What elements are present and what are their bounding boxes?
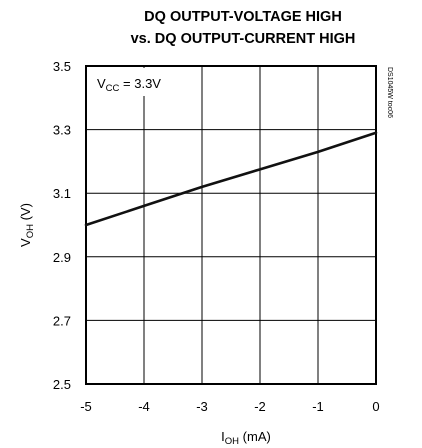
x-axis-label-unit: (mA) bbox=[239, 429, 271, 444]
series-line bbox=[84, 131, 378, 227]
vcc-annotation-main: V bbox=[97, 76, 106, 91]
y-tick-label: 2.7 bbox=[53, 313, 71, 328]
chart-title-line1: DQ OUTPUT-VOLTAGE HIGH bbox=[144, 9, 342, 25]
y-axis-label-sub: OH bbox=[25, 224, 36, 238]
x-tick-label: -4 bbox=[138, 399, 150, 414]
x-axis-label: IOH (mA) bbox=[221, 429, 271, 447]
figure-code: DS1045W toc06 bbox=[386, 67, 393, 118]
chart-title-line2: vs. DQ OUTPUT-CURRENT HIGH bbox=[131, 31, 356, 47]
tick-labels: -5 -4 -3 -2 -1 0 2.5 2.7 2.9 3.1 3.3 3.5 bbox=[53, 59, 380, 414]
y-tick-label: 2.5 bbox=[53, 377, 71, 392]
y-tick-label: 3.3 bbox=[53, 123, 71, 138]
y-axis-label: VOH (V) bbox=[18, 203, 36, 247]
grid bbox=[86, 66, 376, 384]
y-tick-label: 3.5 bbox=[53, 59, 71, 74]
plot-frame bbox=[85, 65, 377, 385]
vcc-annotation-value: = 3.3V bbox=[119, 76, 161, 91]
vcc-annotation: VCC = 3.3V bbox=[97, 76, 161, 94]
x-tick-label: -1 bbox=[312, 399, 324, 414]
y-tick-label: 2.9 bbox=[53, 250, 71, 265]
y-tick-label: 3.1 bbox=[53, 186, 71, 201]
x-tick-label: 0 bbox=[372, 399, 379, 414]
y-axis-label-main: V bbox=[18, 238, 33, 247]
x-tick-label: -2 bbox=[254, 399, 266, 414]
annotation-box bbox=[88, 68, 162, 96]
x-axis-label-sub: OH bbox=[225, 436, 239, 447]
y-axis-label-unit: (V) bbox=[18, 203, 33, 224]
x-axis-label-main: I bbox=[221, 429, 225, 444]
x-tick-label: -3 bbox=[196, 399, 208, 414]
vcc-annotation-sub: CC bbox=[106, 83, 120, 94]
x-tick-label: -5 bbox=[80, 399, 92, 414]
series-group bbox=[84, 131, 378, 227]
